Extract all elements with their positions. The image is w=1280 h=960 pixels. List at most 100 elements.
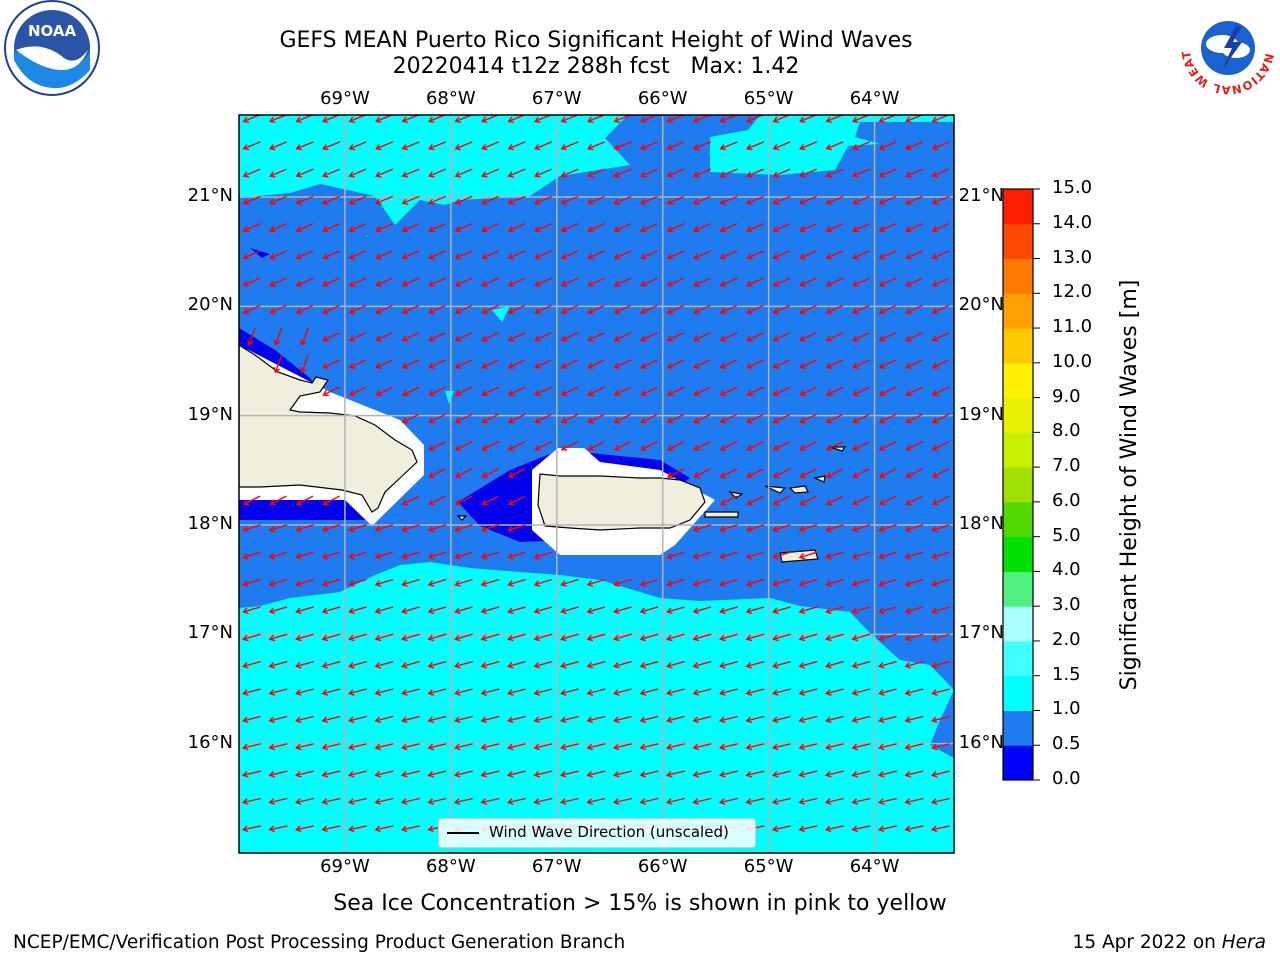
latitude-label: 21°N (187, 185, 233, 206)
wave-direction-arrow (719, 578, 738, 587)
wave-direction-arrow (825, 440, 844, 451)
colorbar-tick-label: 6.0 (1052, 489, 1081, 511)
wave-direction-arrow (745, 578, 765, 587)
wave-direction-arrow (851, 688, 871, 696)
wave-direction-arrow (851, 168, 871, 178)
wave-direction-arrow (507, 524, 526, 533)
wave-direction-arrow (613, 715, 632, 724)
wave-direction-arrow (454, 304, 473, 315)
wave-direction-arrow (719, 633, 738, 642)
wave-direction-arrow (374, 606, 394, 615)
wave-direction-arrow (534, 413, 552, 424)
wave-direction-arrow (825, 250, 844, 260)
wave-direction-arrow (798, 524, 818, 533)
wave-direction-arrow (322, 359, 340, 369)
wave-direction-arrow (506, 770, 526, 778)
wave-direction-arrow (268, 222, 288, 233)
wave-direction-arrow (878, 168, 897, 178)
wave-direction-arrow (268, 715, 288, 724)
wave-direction-arrow (295, 250, 314, 260)
wave-direction-arrow (852, 359, 870, 369)
wave-direction-arrow (480, 688, 500, 696)
wave-direction-arrow (745, 688, 765, 696)
wave-direction-arrow (931, 440, 950, 451)
wave-direction-arrow (745, 551, 765, 560)
wave-direction-arrow (852, 277, 870, 287)
wave-direction-arrow (905, 440, 923, 451)
wave-direction-arrow (506, 797, 526, 805)
wave-direction-arrow (852, 386, 870, 397)
wave-direction-arrow (321, 688, 341, 696)
wave-direction-arrow (772, 688, 791, 696)
wave-direction-arrow (851, 524, 871, 533)
wave-direction-arrow (428, 386, 446, 397)
colorbar-segment (1003, 467, 1033, 503)
wave-direction-arrow (401, 495, 420, 506)
wave-direction-arrow (718, 770, 738, 778)
colorbar-segment (1003, 710, 1033, 746)
land-hispaniola (239, 344, 418, 513)
wave-direction-arrow (533, 551, 553, 560)
wave-direction-arrow (692, 606, 712, 615)
wave-direction-arrow (719, 524, 738, 533)
wave-direction-arrow (374, 715, 394, 724)
wave-direction-arrow (268, 797, 288, 805)
wave-direction-arrow (401, 578, 420, 587)
wave-direction-arrow (878, 524, 897, 533)
wave-direction-arrow (586, 633, 606, 642)
wave-direction-arrow (772, 524, 791, 533)
wave-direction-arrow (613, 633, 632, 642)
colorbar-segment (1003, 223, 1033, 260)
wave-direction-arrow (613, 168, 632, 178)
wave-direction-arrow (930, 770, 950, 778)
wave-direction-arrow (454, 468, 473, 479)
wave-direction-arrow (534, 331, 552, 342)
wave-direction-arrow (400, 797, 420, 805)
wave-direction-arrow (851, 578, 871, 587)
wave-direction-arrow (931, 168, 950, 178)
colorbar-segment (1003, 640, 1033, 677)
wave-direction-arrow (242, 551, 261, 560)
wave-direction-arrow (507, 468, 526, 479)
wave-direction-arrow (745, 660, 765, 669)
wave-direction-arrow (533, 606, 553, 615)
wave-direction-arrow (693, 331, 711, 342)
latitude-label: 21°N (958, 185, 1004, 206)
wave-direction-arrow (560, 660, 579, 669)
wave-direction-arrow (905, 359, 923, 369)
wave-direction-arrow (639, 578, 659, 587)
wave-direction-arrow (719, 468, 738, 479)
wave-direction-arrow (507, 551, 526, 560)
wave-direction-arrow (719, 331, 738, 342)
wave-direction-arrow (401, 606, 420, 615)
wave-direction-arrow (613, 141, 632, 151)
wave-direction-arrow (772, 250, 791, 260)
wave-direction-arrow (693, 250, 711, 260)
wave-direction-arrow (560, 277, 579, 287)
wave-direction-arrow (560, 440, 579, 451)
latitude-label: 17°N (958, 622, 1004, 644)
wave-direction-arrow (692, 688, 712, 696)
wave-direction-arrow (242, 304, 261, 315)
colorbar-tick-label: 4.0 (1052, 559, 1081, 581)
wave-direction-arrow (693, 468, 711, 479)
wave-direction-arrow (931, 495, 950, 506)
wave-direction-arrow (851, 715, 871, 724)
wave-direction-arrow (295, 743, 314, 751)
sea-ice-note: Sea Ice Concentration > 15% is shown in … (333, 891, 947, 916)
wave-direction-arrow (825, 413, 844, 424)
land-island (788, 485, 809, 494)
wave-direction-arrow (295, 633, 314, 642)
wave-direction-arrow (347, 825, 367, 833)
wave-direction-arrow (586, 797, 606, 805)
wave-direction-arrow (454, 331, 473, 342)
wave-direction-arrow (639, 743, 659, 751)
colorbar-tick-label: 12.0 (1052, 281, 1093, 303)
wave-direction-arrow (427, 797, 447, 805)
longitude-label: 65°W (743, 856, 794, 877)
wave-direction-arrow (613, 250, 632, 260)
wave-direction-arrow (295, 195, 314, 205)
wave-direction-arrow (295, 495, 314, 506)
colorbar-segment (1003, 362, 1033, 399)
wave-direction-arrow (300, 327, 309, 347)
